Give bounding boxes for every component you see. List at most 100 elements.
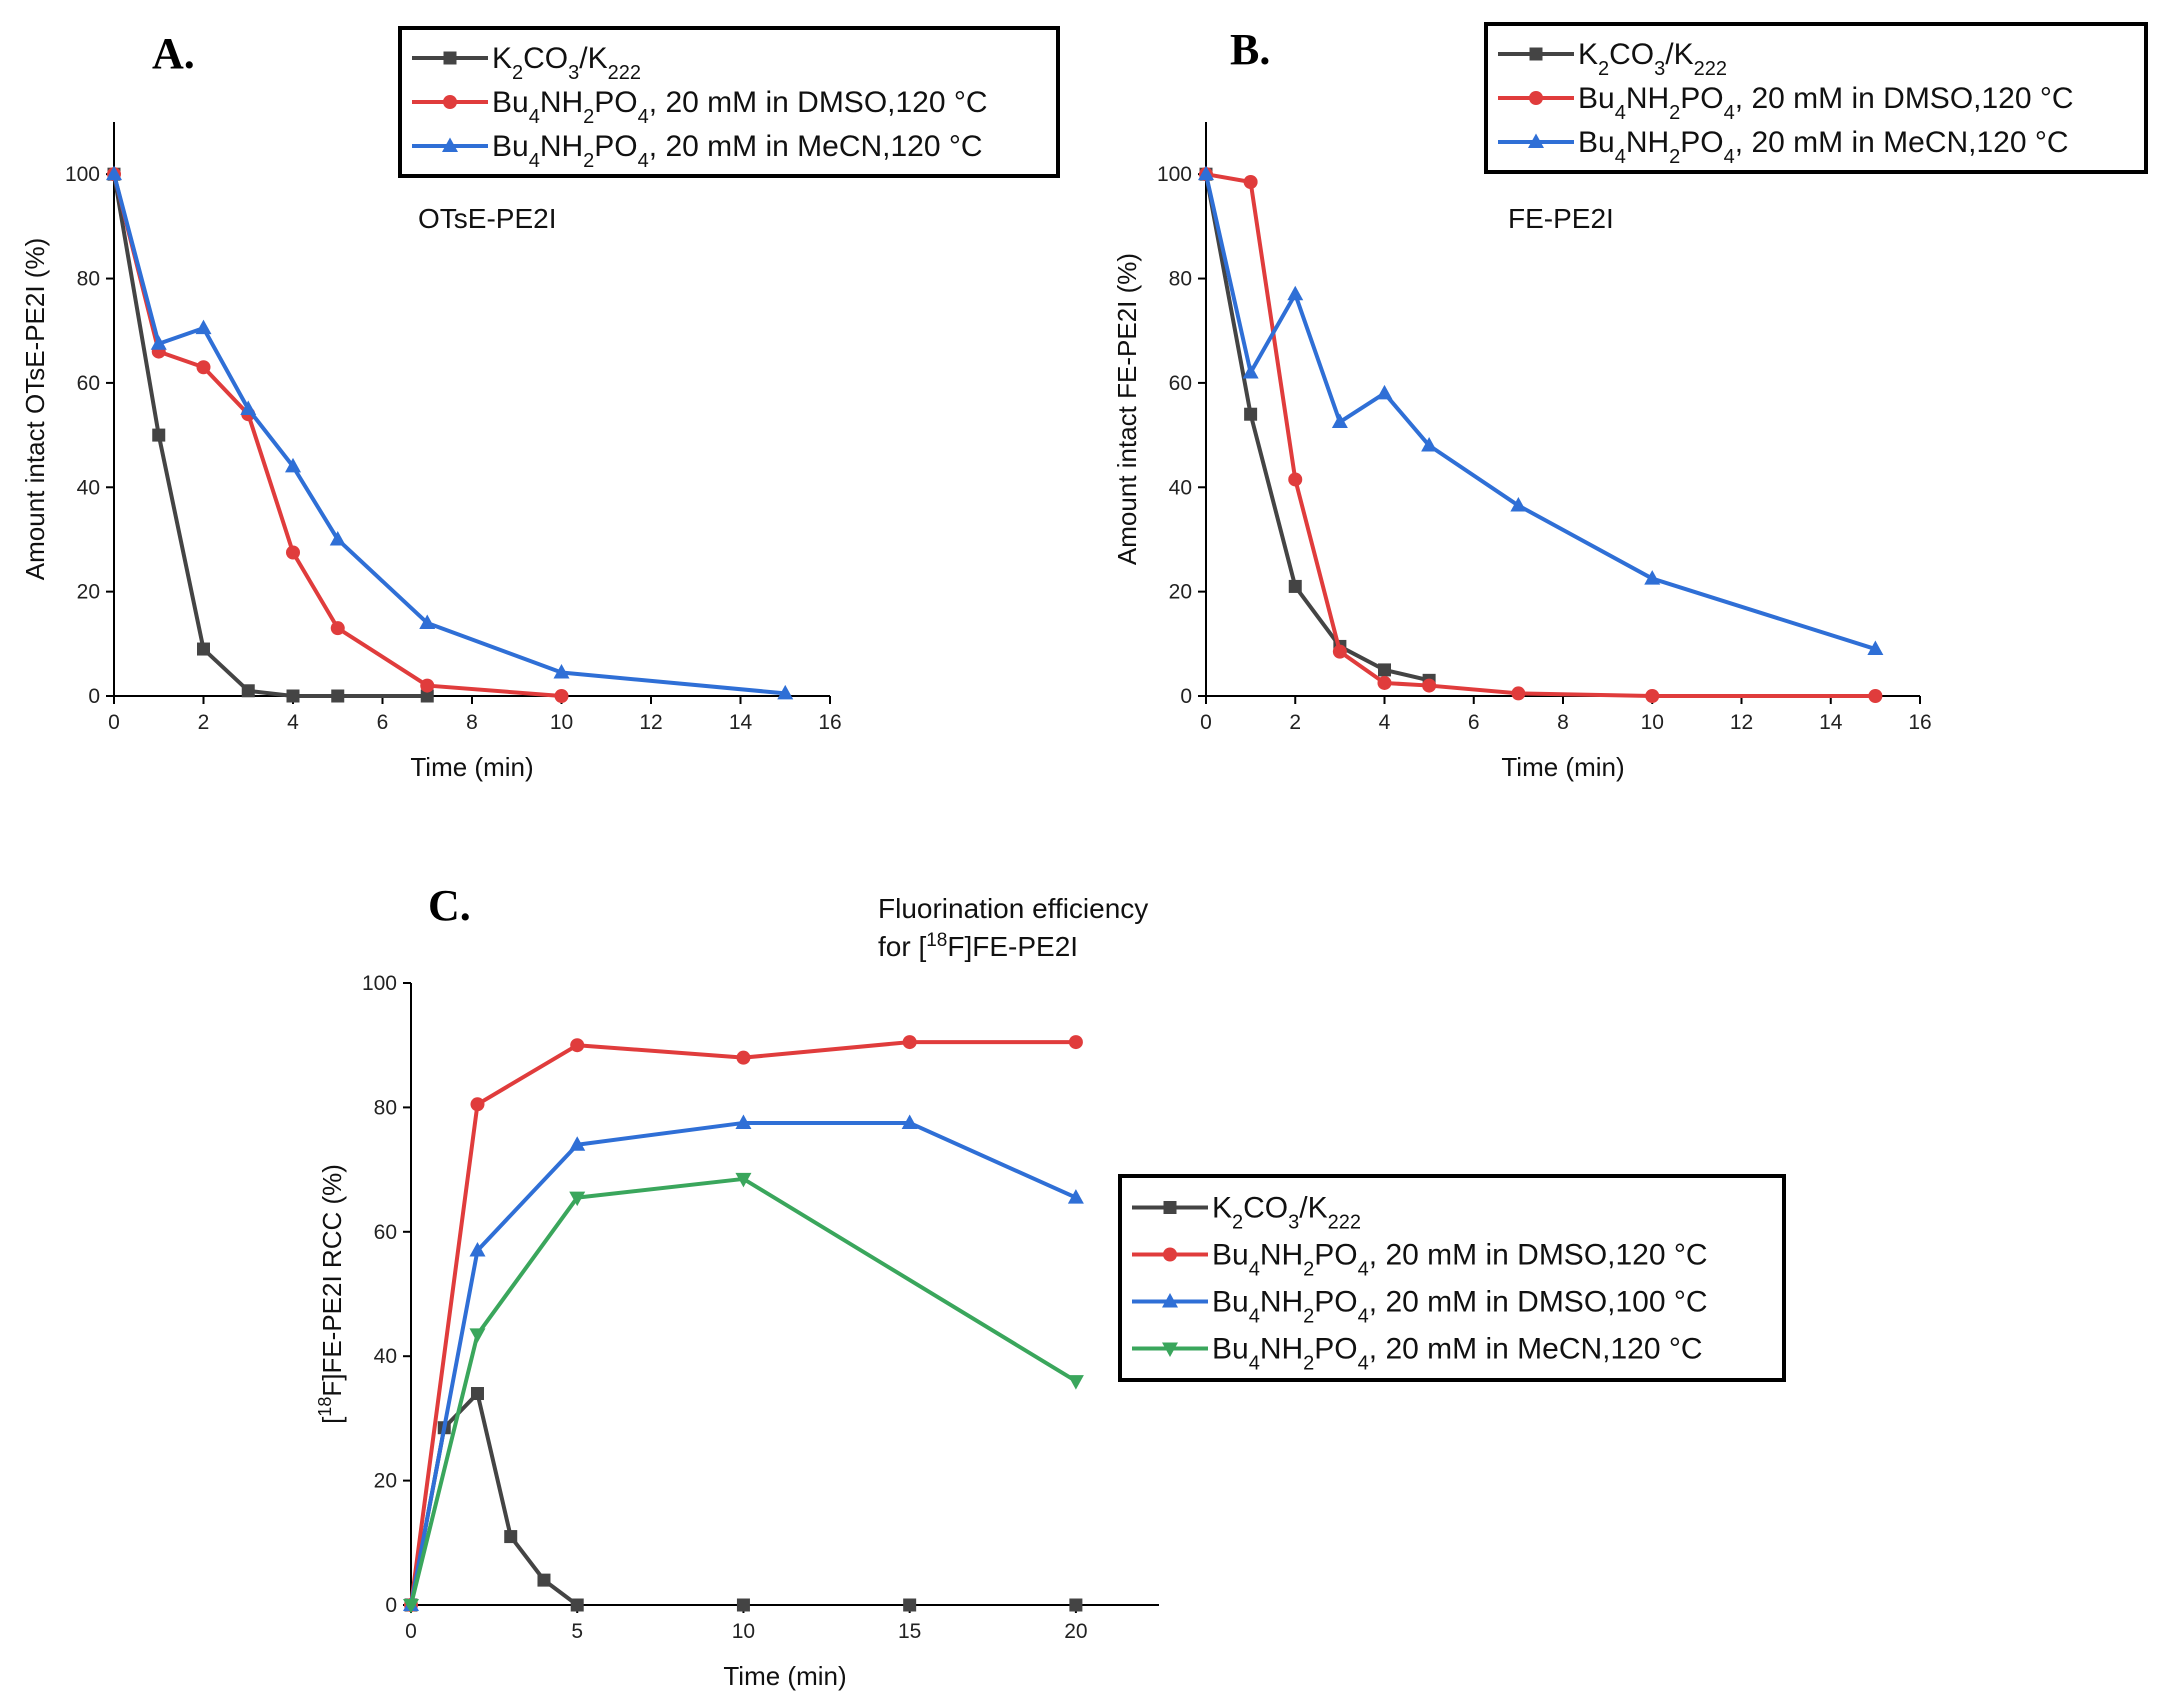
panel-letter: C. [428,881,471,930]
x-tick-label: 8 [466,711,478,734]
data-point [420,678,435,693]
data-point [1332,644,1347,659]
data-point [902,1035,917,1050]
compound-annotation: FE-PE2I [1508,203,1614,234]
legend-part: NH [1260,1239,1303,1272]
legend-subscript: 2 [512,62,523,84]
y-tick-label: 60 [77,372,100,395]
legend-subscript: 222 [608,62,641,84]
legend-part: Bu [1212,1239,1249,1272]
data-point [1067,1189,1084,1204]
legend-entry: Bu4NH2PO4, 20 mM in MeCN,120 °C [492,130,983,172]
legend-marker [1162,1342,1178,1357]
x-tick-label: 8 [1557,711,1569,734]
panel-letter: B. [1230,25,1270,74]
data-point [420,689,434,703]
legend-subscript: 2 [1232,1212,1243,1234]
data-point [1377,675,1392,690]
legend-part: /K [579,42,607,75]
legend-entry: Bu4NH2PO4, 20 mM in DMSO,120 °C [1578,82,2074,124]
data-point [1376,384,1393,400]
legend-part: , 20 mM in MeCN,120 °C [1735,126,2069,159]
data-point [470,1387,484,1401]
data-point [286,545,300,560]
data-point [903,1598,917,1612]
x-tick-label: 20 [1064,1620,1087,1643]
series-line [1204,173,1430,683]
legend-part: Bu [1212,1333,1249,1366]
x-tick-label: 12 [639,711,662,734]
legend-subscript: 4 [1615,146,1626,168]
y-tick-label: 20 [77,581,100,604]
y-tick-label: 40 [374,1345,397,1368]
legend-subscript: 4 [529,150,540,172]
data-point [1244,407,1258,421]
legend-part: PO [1314,1239,1357,1272]
x-tick-label: 10 [732,1620,755,1643]
legend-subscript: 4 [1358,1259,1369,1281]
y-tick-label: 60 [374,1221,397,1244]
data-point [195,319,212,335]
x-tick-label: 2 [198,711,210,734]
legend-part: NH [1260,1286,1303,1319]
x-tick-label: 0 [108,711,120,734]
data-point [504,1530,518,1544]
legend-subscript: 2 [1303,1259,1314,1281]
legend-subscript: 4 [529,106,540,128]
legend-entry: K2CO3/K222 [1212,1192,1361,1234]
legend-part: , 20 mM in DMSO,100 °C [1369,1286,1708,1319]
y-tick-label: 100 [1157,163,1192,186]
data-point [152,428,166,442]
data-point [196,360,211,375]
data-point [569,1191,586,1207]
data-point [1288,579,1302,593]
y-axis-title: Amount intact OTsE-PE2I (%) [20,238,50,580]
legend-subscript: 3 [1288,1212,1299,1234]
data-point [330,621,345,636]
legend-marker [1163,1247,1177,1262]
y-tick-label: 100 [65,163,100,186]
legend-marker [1163,1201,1177,1214]
series-2 [106,165,794,700]
legend-part: CO [523,42,568,75]
legend-part: K [492,42,512,75]
data-point [240,400,257,415]
legend-part: PO [594,86,637,119]
legend-marker [443,95,457,109]
x-tick-label: 4 [1379,711,1391,734]
x-tick-label: 14 [729,711,753,734]
y-tick-label: 80 [374,1096,397,1119]
series-line [409,1040,1076,1606]
data-point [1067,1375,1084,1390]
x-tick-label: 16 [818,711,841,734]
legend-part: NH [1626,126,1669,159]
legend-subscript: 2 [1303,1353,1314,1375]
data-point [569,1136,586,1151]
data-point [1644,570,1661,585]
legend-part: , 20 mM in MeCN,120 °C [1369,1333,1703,1366]
series-line [112,173,562,698]
y-axis-title: [18F]FE-PE2I RCC (%) [315,1164,347,1424]
data-point [1242,363,1259,379]
legend-subscript: 4 [638,106,649,128]
legend-part: Bu [492,86,529,119]
data-point [735,1172,752,1188]
legend-subscript: 4 [1249,1259,1260,1281]
legend-entry: Bu4NH2PO4, 20 mM in MeCN,120 °C [1578,126,2069,168]
x-axis-title: Time (min) [723,1661,846,1691]
data-point [777,684,794,700]
legend-part: K [1578,38,1598,71]
x-tick-label: 0 [405,1620,417,1643]
legend-subscript: 4 [1249,1353,1260,1375]
chart-title-line1: Fluorination efficiency [878,893,1148,924]
x-tick-label: 5 [571,1620,583,1643]
legend-marker [1528,133,1544,148]
data-point [469,1241,486,1257]
data-point [1378,663,1391,677]
data-point [241,684,255,698]
data-point [286,689,300,703]
data-point [1511,686,1526,701]
